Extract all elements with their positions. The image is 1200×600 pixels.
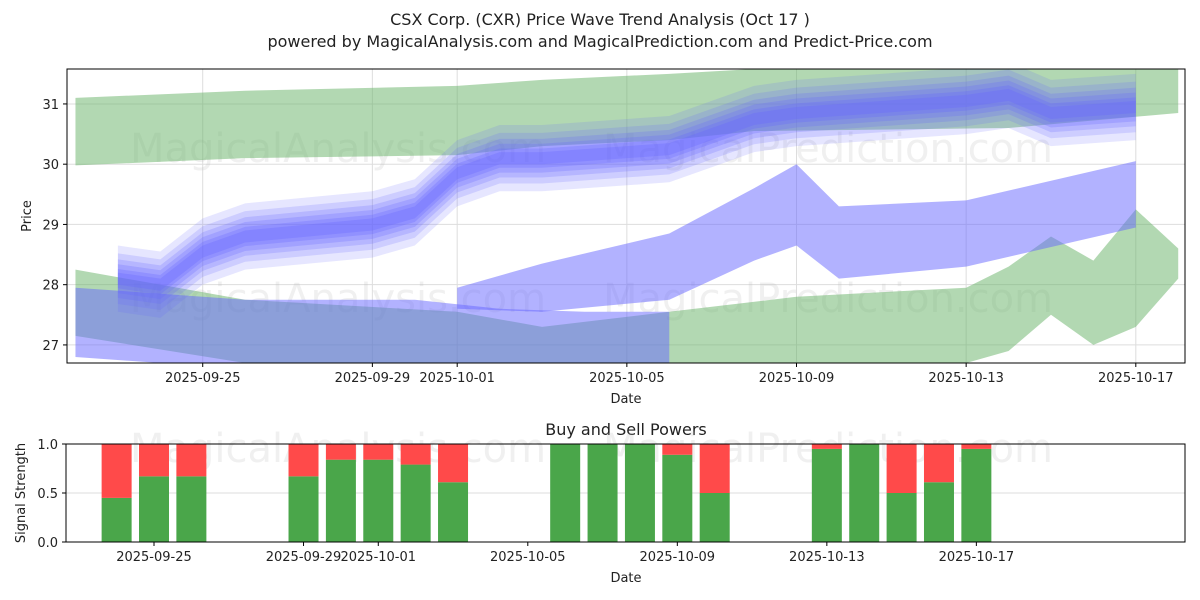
buy-bar (325, 459, 356, 542)
wave-layer (117, 88, 1136, 291)
y-tick-label: 30 (42, 158, 59, 173)
x-tick-label: 2025-09-29 (335, 371, 411, 386)
signal-title: Buy and Sell Powers (545, 420, 707, 439)
buy-bar (624, 444, 655, 542)
y-tick-label: 0.0 (37, 536, 58, 551)
wave-layer (117, 69, 1136, 318)
x-tick-label: 2025-10-17 (1098, 371, 1174, 386)
x-tick-label: 2025-10-13 (789, 550, 865, 565)
sell-bar (662, 444, 693, 455)
buy-bar (438, 482, 469, 542)
chart-title: CSX Corp. (CXR) Price Wave Trend Analysi… (390, 10, 810, 29)
y-tick-label: 31 (42, 98, 59, 113)
signal-y-label: Signal Strength (14, 443, 29, 543)
x-tick-label: 2025-10-17 (939, 550, 1015, 565)
buy-bar (961, 448, 992, 542)
buy-bar (699, 493, 730, 542)
wave-layer (117, 85, 1136, 295)
y-tick-label: 1.0 (37, 438, 58, 453)
sell-bar (699, 444, 730, 493)
sell-bar (886, 444, 917, 493)
sell-bar (288, 444, 319, 477)
buy-bar (849, 444, 880, 542)
price-plot-frame (66, 68, 1186, 364)
x-tick-label: 2025-10-09 (759, 371, 835, 386)
buy-bar (176, 476, 207, 542)
signal-bars (101, 444, 992, 542)
x-tick-label: 2025-10-13 (928, 371, 1004, 386)
buy-bar (587, 444, 618, 542)
sell-bar (176, 444, 207, 477)
price-chart: MagicalAnalysis.com MagicalPrediction.co… (20, 68, 1186, 407)
chart-subtitle: powered by MagicalAnalysis.com and Magic… (267, 32, 933, 51)
upper-green-band (75, 69, 1179, 166)
sell-bar (438, 444, 469, 483)
y-tick-label: 27 (42, 339, 59, 354)
buy-bar (400, 464, 431, 542)
y-tick-label: 0.5 (37, 487, 58, 502)
price-bands (75, 69, 1179, 363)
price-y-label: Price (20, 200, 35, 232)
wave-layer (117, 69, 1136, 310)
y-tick-label: 29 (42, 218, 59, 233)
buy-bar (811, 448, 842, 542)
price-wave (117, 69, 1136, 318)
x-tick-label: 2025-10-05 (490, 550, 566, 565)
signal-chart: Buy and Sell Powers MagicalAnalysis.com … (14, 420, 1186, 586)
buy-bar (886, 493, 917, 542)
sell-bar (400, 444, 431, 465)
x-tick-label: 2025-09-25 (116, 550, 192, 565)
sell-bar (139, 444, 169, 477)
x-tick-label: 2025-10-01 (419, 371, 495, 386)
price-x-label: Date (610, 392, 641, 407)
buy-bar (363, 459, 394, 542)
sell-bar (325, 444, 356, 460)
x-tick-label: 2025-09-29 (266, 550, 342, 565)
buy-bar (101, 497, 132, 542)
buy-bar (662, 454, 693, 542)
x-tick-label: 2025-09-25 (165, 371, 241, 386)
buy-bar (923, 482, 954, 542)
buy-bar (288, 476, 319, 542)
buy-bar (139, 476, 169, 542)
price-x-ticks: 2025-09-25 2025-09-29 2025-10-01 2025-10-05… (165, 363, 1174, 386)
x-tick-label: 2025-10-05 (589, 371, 665, 386)
signal-y-ticks: 0.0 0.5 1.0 (37, 438, 66, 551)
buy-bar (550, 444, 581, 542)
sell-bar (961, 444, 992, 449)
sell-bar (101, 444, 132, 498)
sell-bar (923, 444, 954, 483)
wave-layer (117, 80, 1136, 300)
middle-blue-band (457, 161, 1136, 312)
price-y-ticks: 27 28 29 30 31 (42, 98, 67, 354)
signal-x-ticks: 2025-09-25 2025-09-29 2025-10-01 2025-10-05… (116, 542, 1014, 565)
x-tick-label: 2025-10-09 (640, 550, 716, 565)
lower-blue-band (75, 287, 670, 363)
sell-bar (811, 444, 842, 449)
x-tick-label: 2025-10-01 (340, 550, 416, 565)
sell-bar (363, 444, 394, 460)
signal-x-label: Date (610, 571, 641, 586)
wave-layer (117, 75, 1136, 304)
y-tick-label: 28 (42, 279, 59, 294)
